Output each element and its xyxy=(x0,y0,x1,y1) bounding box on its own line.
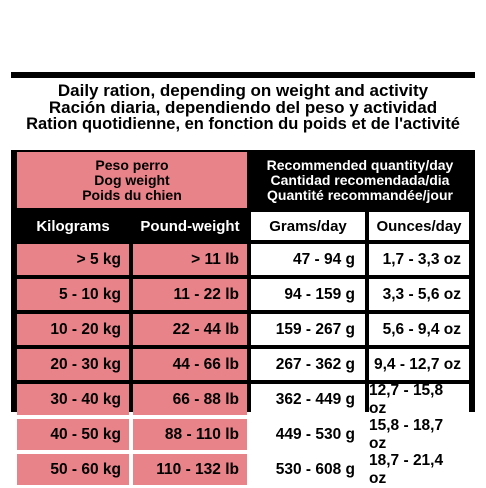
title-english: Daily ration, depending on weight and ac… xyxy=(57,81,429,100)
title-spanish: Ración diaria, dependiendo del peso y ac… xyxy=(48,98,438,117)
cell-ounces-per-day: 3,3 - 5,6 oz xyxy=(369,279,469,310)
quantity-header-fr: Quantité recommandée/jour xyxy=(267,186,453,203)
cell-kilograms: 50 - 60 kg xyxy=(17,454,129,485)
cell-grams-per-day: 47 - 94 g xyxy=(251,244,365,275)
cell-grams-per-day: 449 - 530 g xyxy=(251,419,365,450)
cell-grams-per-day: 94 - 159 g xyxy=(251,279,365,310)
table-title: Daily ration, depending on weight and ac… xyxy=(11,78,475,150)
ration-table: Daily ration, depending on weight and ac… xyxy=(11,72,475,487)
cell-grams-per-day: 159 - 267 g xyxy=(251,314,365,345)
cell-ounces-per-day: 15,8 - 18,7 oz xyxy=(369,417,469,452)
cell-pound-weight: > 11 lb xyxy=(133,244,247,275)
title-french: Ration quotidienne, en fonction du poids… xyxy=(26,115,460,133)
cell-pound-weight: 22 - 44 lb xyxy=(133,314,247,345)
cell-pound-weight: 11 - 22 lb xyxy=(133,279,247,310)
cell-pound-weight: 88 - 110 lb xyxy=(133,419,247,450)
cell-kilograms: 10 - 20 kg xyxy=(17,314,129,345)
column-header-grams-per-day: Grams/day xyxy=(251,212,365,240)
cell-kilograms: 40 - 50 kg xyxy=(17,419,129,450)
dog-weight-header-es: Peso perro xyxy=(95,156,169,173)
cell-grams-per-day: 530 - 608 g xyxy=(251,454,365,485)
dog-weight-header-fr: Poids du chien xyxy=(82,186,182,203)
column-header-ounces-per-day: Ounces/day xyxy=(369,212,469,240)
cell-kilograms: > 5 kg xyxy=(17,244,129,275)
cell-ounces-per-day: 9,4 - 12,7 oz xyxy=(369,349,469,380)
column-header-pound-weight: Pound-weight xyxy=(133,212,247,240)
cell-ounces-per-day: 1,7 - 3,3 oz xyxy=(369,244,469,275)
cell-grams-per-day: 267 - 362 g xyxy=(251,349,365,380)
cell-grams-per-day: 362 - 449 g xyxy=(251,384,365,415)
recommended-quantity-header: Recommended quantity/day Cantidad recome… xyxy=(251,152,469,208)
cell-kilograms: 30 - 40 kg xyxy=(17,384,129,415)
cell-kilograms: 20 - 30 kg xyxy=(17,349,129,380)
quantity-header-es: Cantidad recomendada/dia xyxy=(270,171,450,188)
quantity-header-en: Recommended quantity/day xyxy=(266,156,454,173)
cell-pound-weight: 110 - 132 lb xyxy=(133,454,247,485)
cell-pound-weight: 66 - 88 lb xyxy=(133,384,247,415)
cell-kilograms: 5 - 10 kg xyxy=(17,279,129,310)
cell-pound-weight: 44 - 66 lb xyxy=(133,349,247,380)
cell-ounces-per-day: 5,6 - 9,4 oz xyxy=(369,314,469,345)
column-header-kilograms: Kilograms xyxy=(17,212,129,240)
dog-weight-header: Peso perro Dog weight Poids du chien xyxy=(17,152,247,208)
cell-ounces-per-day: 12,7 - 15,8 oz xyxy=(369,382,469,417)
cell-ounces-per-day: 18,7 - 21,4 oz xyxy=(369,452,469,487)
dog-weight-header-en: Dog weight xyxy=(94,171,170,188)
